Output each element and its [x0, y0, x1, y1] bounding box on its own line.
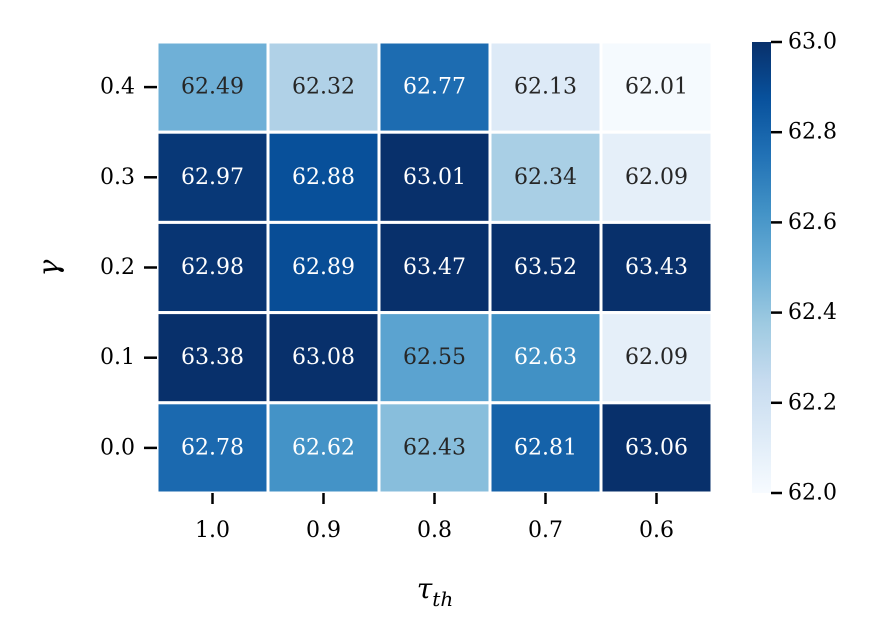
cell-value-label: 62.43	[403, 435, 466, 460]
cell-value-label: 62.63	[514, 345, 577, 370]
cell-value-label: 62.77	[403, 75, 466, 100]
heatmap-cell	[377, 401, 492, 495]
y-tick-label: 0.3	[100, 165, 135, 190]
x-tick-label: 0.9	[306, 518, 341, 543]
cell-value-label: 62.09	[625, 345, 688, 370]
heatmap-cell	[488, 220, 603, 315]
heatmap-cell	[599, 311, 714, 405]
heatmap-cell	[599, 130, 714, 224]
cell-value-label: 63.08	[292, 345, 355, 370]
x-tick-label: 0.8	[417, 518, 452, 543]
x-axis-label-subscript: th	[432, 587, 453, 611]
cell-value-label: 62.34	[514, 165, 577, 190]
cell-value-label: 63.01	[403, 165, 466, 190]
cell-value-label: 62.62	[292, 435, 355, 460]
x-axis: 1.0 0.9 0.8 0.7 0.6	[195, 493, 674, 543]
cell-value-label: 62.78	[181, 435, 244, 460]
cell-value-label: 63.43	[625, 255, 688, 280]
cell-value-label: 62.09	[625, 165, 688, 190]
colorbar-tick-label: 62.2	[788, 390, 837, 415]
cell-value-label: 63.06	[625, 435, 688, 460]
colorbar-tick-label: 62.6	[788, 210, 837, 235]
heatmap-cell	[266, 220, 381, 315]
heatmap-cell	[488, 311, 603, 405]
cell-value-label: 62.32	[292, 75, 355, 100]
y-tick-label: 0.4	[100, 75, 135, 100]
colorbar-tick-label: 62.0	[788, 481, 837, 506]
colorbar-tick-label: 62.4	[788, 300, 837, 325]
colorbar-tick-label: 62.8	[788, 120, 837, 145]
heatmap-cells: 62.49 62.32 62.77 62.13 62.01 62.97 62.88 63.01…	[155, 40, 714, 495]
y-tick-label: 0.2	[100, 255, 135, 280]
x-tick-label: 1.0	[195, 518, 230, 543]
colorbar	[752, 42, 771, 493]
y-tick-label: 0.1	[100, 345, 135, 370]
colorbar-gradient	[752, 42, 771, 493]
colorbar-ticks: 63.0 62.8 62.6 62.4 62.2 62.0	[771, 30, 837, 506]
cell-value-label: 62.81	[514, 435, 577, 460]
cell-value-label: 63.38	[181, 345, 244, 370]
x-axis-label: τth	[417, 572, 453, 611]
heatmap-cell	[266, 401, 381, 495]
x-axis-label-main: τ	[417, 572, 433, 605]
cell-value-label: 62.89	[292, 255, 355, 280]
heatmap-cell	[266, 311, 381, 405]
cell-value-label: 62.13	[514, 75, 577, 100]
x-tick-label: 0.7	[528, 518, 563, 543]
colorbar-tick-label: 63.0	[788, 30, 837, 55]
heatmap-cell	[266, 40, 381, 134]
cell-value-label: 62.88	[292, 165, 355, 190]
cell-value-label: 63.47	[403, 255, 466, 280]
cell-value-label: 62.97	[181, 165, 244, 190]
cell-value-label: 62.01	[625, 75, 688, 100]
cell-value-label: 62.49	[181, 75, 244, 100]
y-axis: 0.4 0.3 0.2 0.1 0.0	[100, 75, 157, 460]
cell-value-label: 62.55	[403, 345, 466, 370]
x-tick-label: 0.6	[639, 518, 674, 543]
cell-value-label: 63.52	[514, 255, 577, 280]
heatmap-cell	[377, 130, 492, 224]
cell-value-label: 62.98	[181, 255, 244, 280]
y-tick-label: 0.0	[100, 435, 135, 460]
y-axis-label: γ	[32, 259, 65, 276]
